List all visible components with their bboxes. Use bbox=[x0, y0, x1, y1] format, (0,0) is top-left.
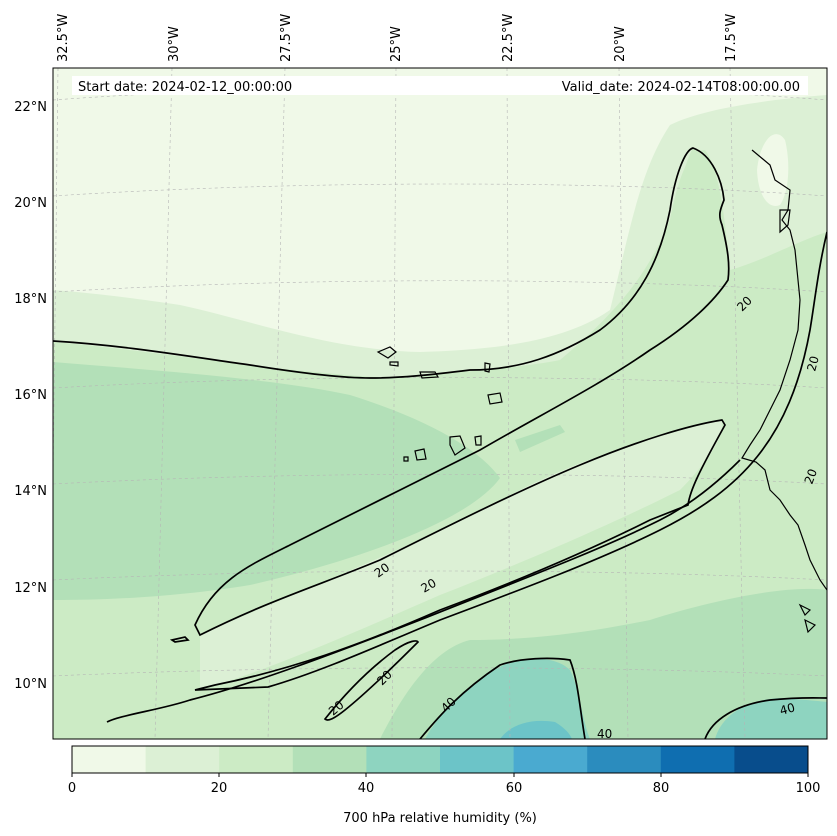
colorbar-segment bbox=[587, 746, 662, 773]
colorbar-segment bbox=[660, 746, 735, 773]
lon-label: 20°W bbox=[613, 26, 628, 62]
lat-label: 18°N bbox=[14, 292, 47, 307]
lon-label: 32.5°W bbox=[56, 14, 71, 62]
contour-label: 20 bbox=[804, 354, 821, 372]
humidity-fill-0-10 bbox=[53, 68, 827, 352]
header-box bbox=[72, 76, 808, 95]
contour-20-tail bbox=[106, 459, 741, 723]
colorbar-segment bbox=[366, 746, 441, 773]
lon-label: 30°W bbox=[167, 26, 182, 62]
humidity-fill-40-50-se bbox=[715, 698, 827, 739]
humidity-fill-50-60 bbox=[500, 720, 572, 739]
contour-40-south bbox=[419, 657, 586, 739]
colorbar-segment bbox=[145, 746, 220, 773]
contour-label: 40 bbox=[597, 727, 612, 741]
contour-20-small bbox=[169, 636, 190, 643]
humidity-fill-40-50 bbox=[425, 658, 590, 739]
colorbar bbox=[72, 746, 809, 773]
colorbar-frame bbox=[71, 745, 809, 774]
contour-40-se bbox=[704, 696, 827, 739]
lat-label: 22°N bbox=[14, 100, 47, 115]
lat-label: 14°N bbox=[14, 484, 47, 499]
lat-label: 20°N bbox=[14, 196, 47, 211]
coastline bbox=[376, 149, 827, 634]
colorbar-segment bbox=[72, 746, 147, 773]
contour-label: 20 bbox=[802, 467, 820, 486]
colorbar-title: 700 hPa relative humidity (%) bbox=[343, 811, 537, 826]
colorbar-segment bbox=[734, 746, 809, 773]
colorbar-tick-label: 40 bbox=[358, 781, 375, 796]
colorbar-segment bbox=[292, 746, 367, 773]
colorbar-tick-label: 100 bbox=[796, 781, 821, 796]
humidity-fill-0-10-coast bbox=[757, 134, 789, 206]
colorbar-tick-label: 80 bbox=[653, 781, 670, 796]
colorbar-segment bbox=[513, 746, 588, 773]
contour-20-south bbox=[323, 640, 420, 721]
humidity-fill-20-30-plume bbox=[650, 148, 726, 300]
colorbar-tick-label: 20 bbox=[211, 781, 228, 796]
contour-lines bbox=[53, 147, 827, 739]
start-date-label: Start date: 2024-02-12_00:00:00 bbox=[78, 80, 292, 95]
contour-label: 40 bbox=[778, 700, 796, 717]
colorbar-tick-label: 60 bbox=[506, 781, 523, 796]
colorbar-tick-label: 0 bbox=[68, 781, 76, 796]
humidity-fill-30-40-patch bbox=[515, 425, 565, 452]
lat-label: 10°N bbox=[14, 677, 47, 692]
humidity-fill-30-40-west bbox=[53, 362, 500, 600]
lon-label: 17.5°W bbox=[724, 14, 739, 62]
lon-label: 25°W bbox=[389, 26, 404, 62]
humidity-fill-10-20-streak bbox=[200, 420, 723, 690]
colorbar-ticks bbox=[71, 773, 809, 777]
colorbar-segment bbox=[219, 746, 294, 773]
map-area bbox=[53, 68, 827, 739]
contour-20-north bbox=[53, 147, 827, 691]
lat-label: 12°N bbox=[14, 581, 47, 596]
lon-label: 27.5°W bbox=[279, 14, 294, 62]
contour-label: 20 bbox=[419, 576, 439, 596]
map-frame bbox=[52, 67, 828, 740]
graticule bbox=[53, 68, 827, 739]
colorbar-segment bbox=[440, 746, 515, 773]
lon-label: 22.5°W bbox=[501, 14, 516, 62]
valid-date-label: Valid_date: 2024-02-14T08:00:00.00 bbox=[562, 80, 800, 95]
lat-label: 16°N bbox=[14, 388, 47, 403]
